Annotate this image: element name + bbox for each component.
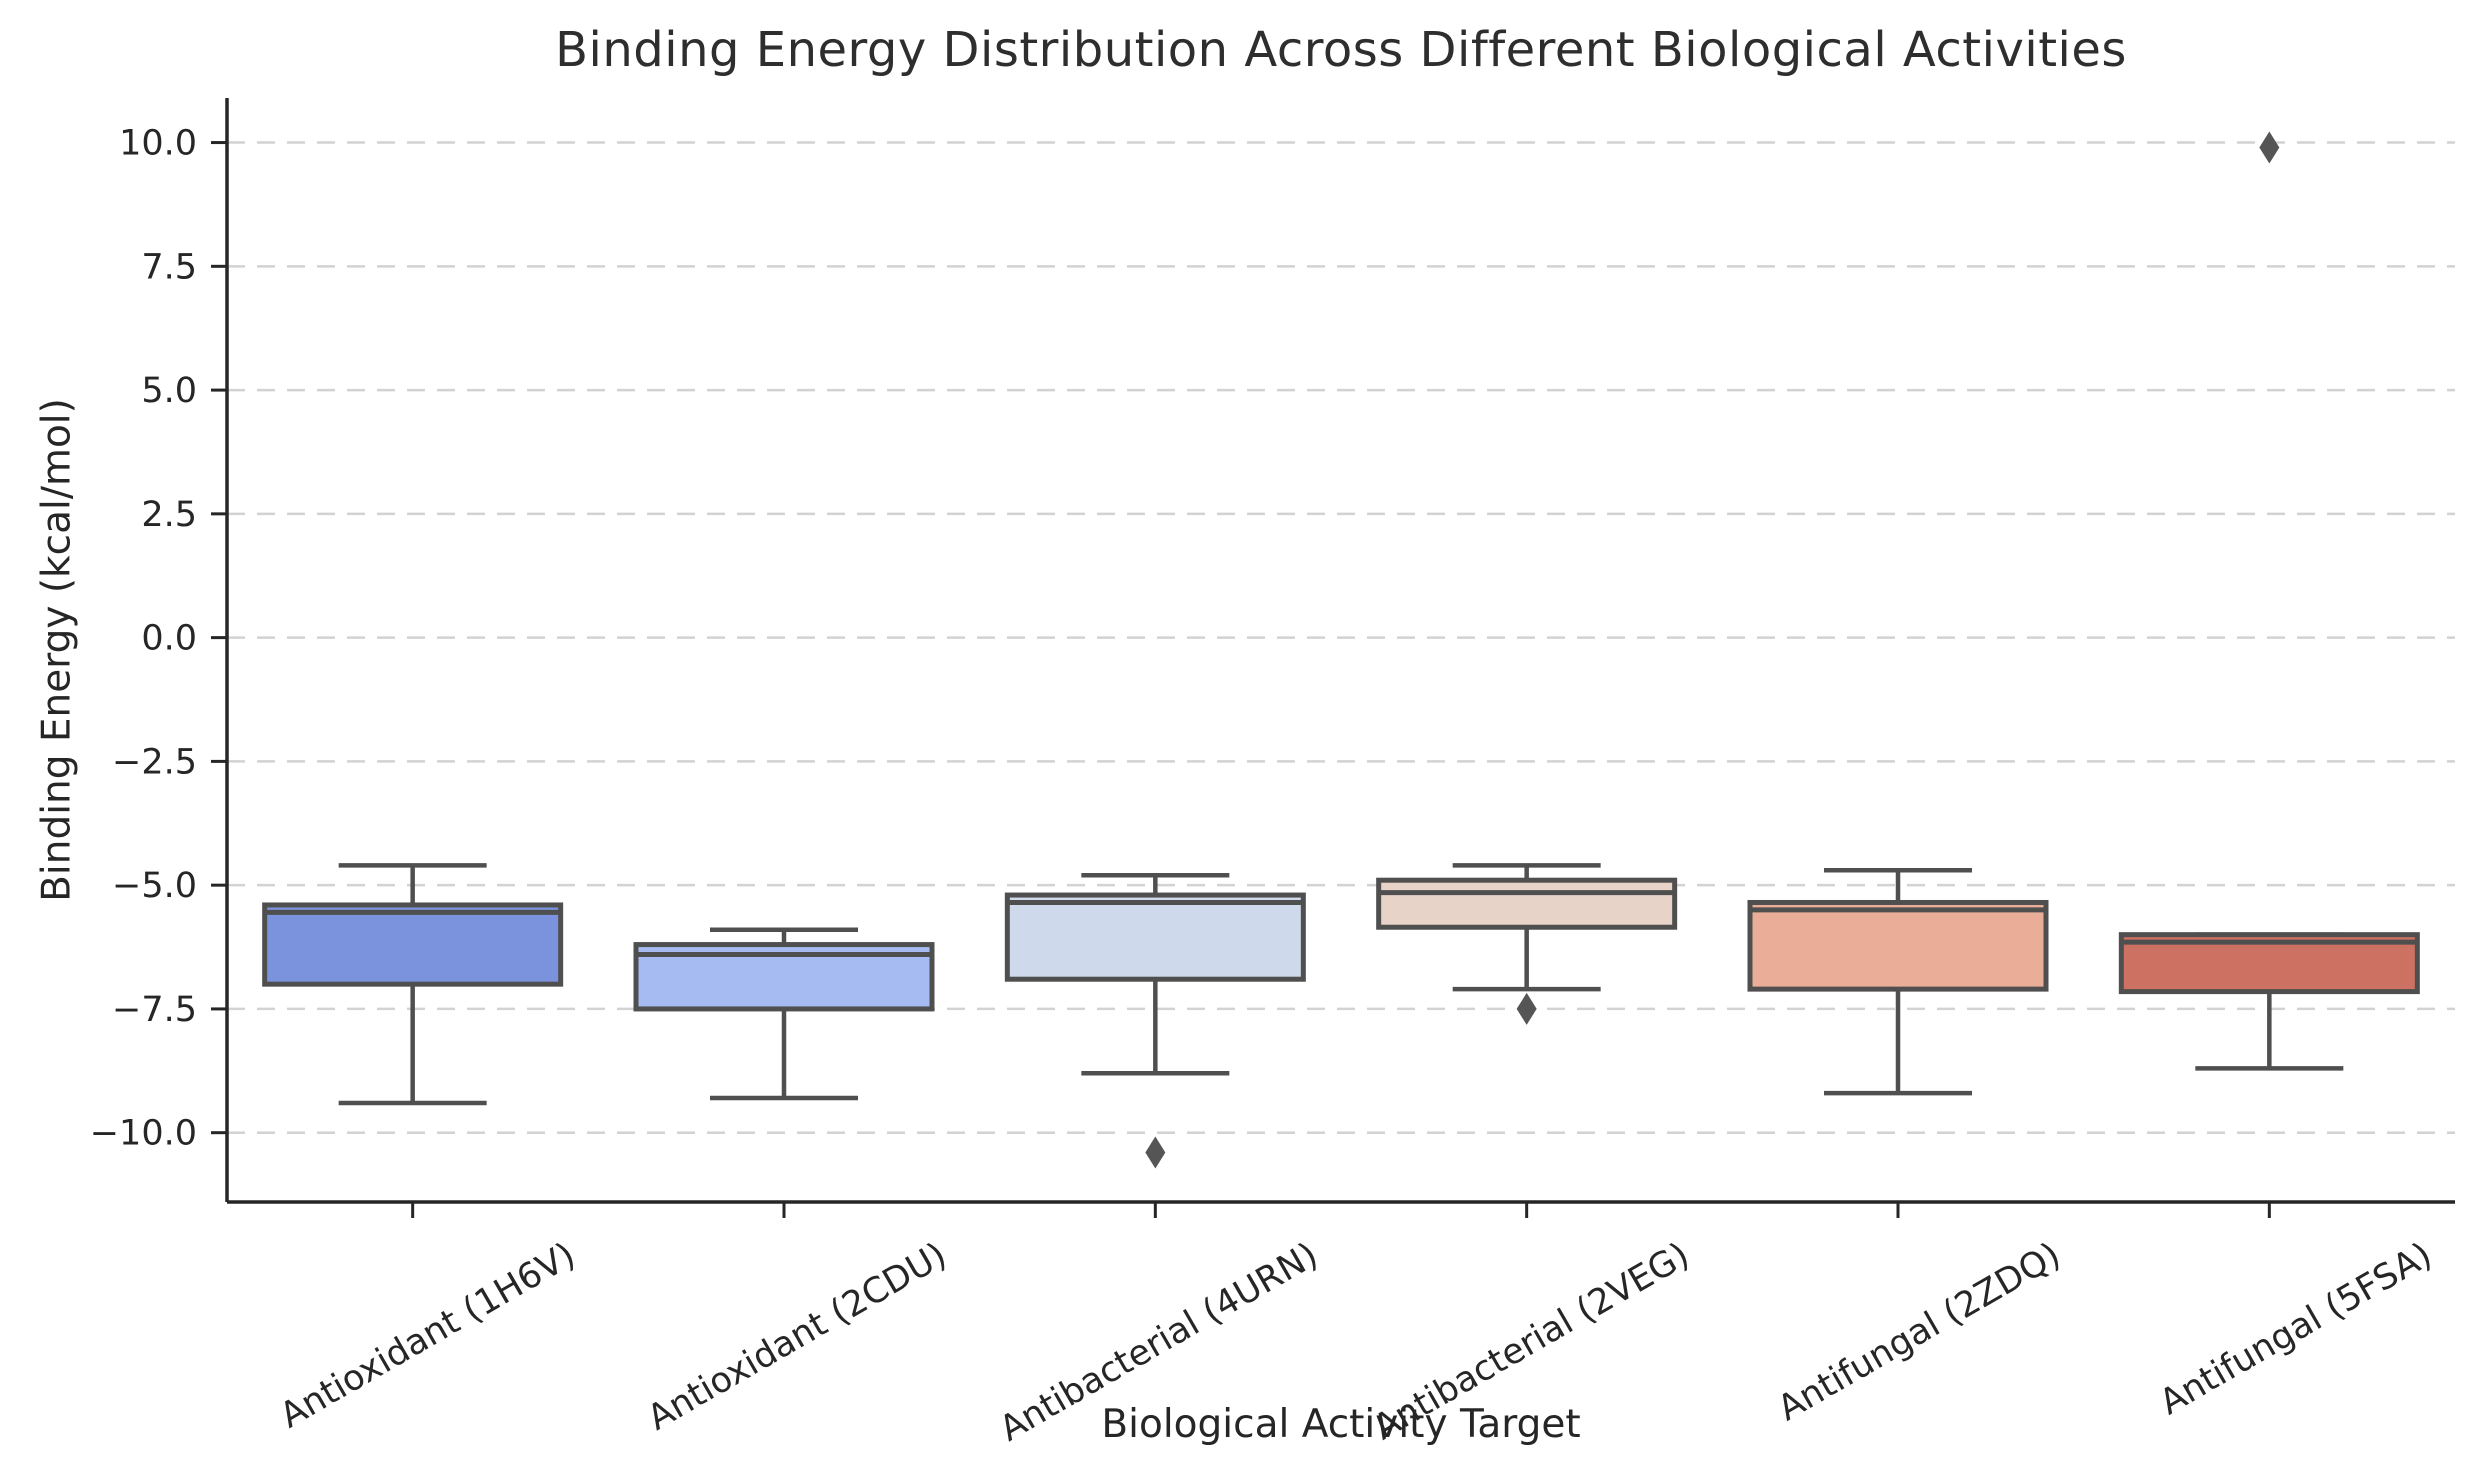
outlier-marker: [1516, 992, 1537, 1025]
y-tick-label: 7.5: [141, 247, 197, 287]
y-tick-label: 2.5: [141, 495, 197, 535]
x-tick-label: Antibacterial (2VEG): [1367, 1235, 1696, 1448]
x-tick-label: Antioxidant (2CDU): [641, 1235, 953, 1438]
x-tick-label: Antifungal (2ZDQ): [1771, 1235, 2067, 1429]
box-5: [1747, 899, 2049, 992]
y-tick-label: 5.0: [141, 371, 197, 411]
box-3: [1004, 892, 1306, 982]
x-axis-title: Biological Activity Target: [1101, 1402, 1581, 1447]
chart-title: Binding Energy Distribution Across Diffe…: [555, 22, 2127, 78]
x-tick-label: Antibacterial (4URN): [993, 1235, 1325, 1450]
outlier-marker: [2259, 131, 2280, 164]
y-tick-label: 0.0: [141, 619, 197, 659]
x-tick-label: Antifungal (5FSA): [2153, 1235, 2439, 1423]
x-tick-label: Antioxidant (1H6V): [274, 1235, 583, 1436]
box-1: [262, 902, 564, 987]
y-tick-label: 10.0: [119, 124, 197, 164]
y-tick-label: −5.0: [112, 866, 197, 906]
box-4: [1376, 877, 1678, 930]
outlier-marker: [1145, 1136, 1166, 1169]
y-tick-label: −10.0: [90, 1114, 197, 1154]
y-tick-label: −7.5: [112, 990, 197, 1030]
y-tick-label: −2.5: [112, 742, 197, 782]
